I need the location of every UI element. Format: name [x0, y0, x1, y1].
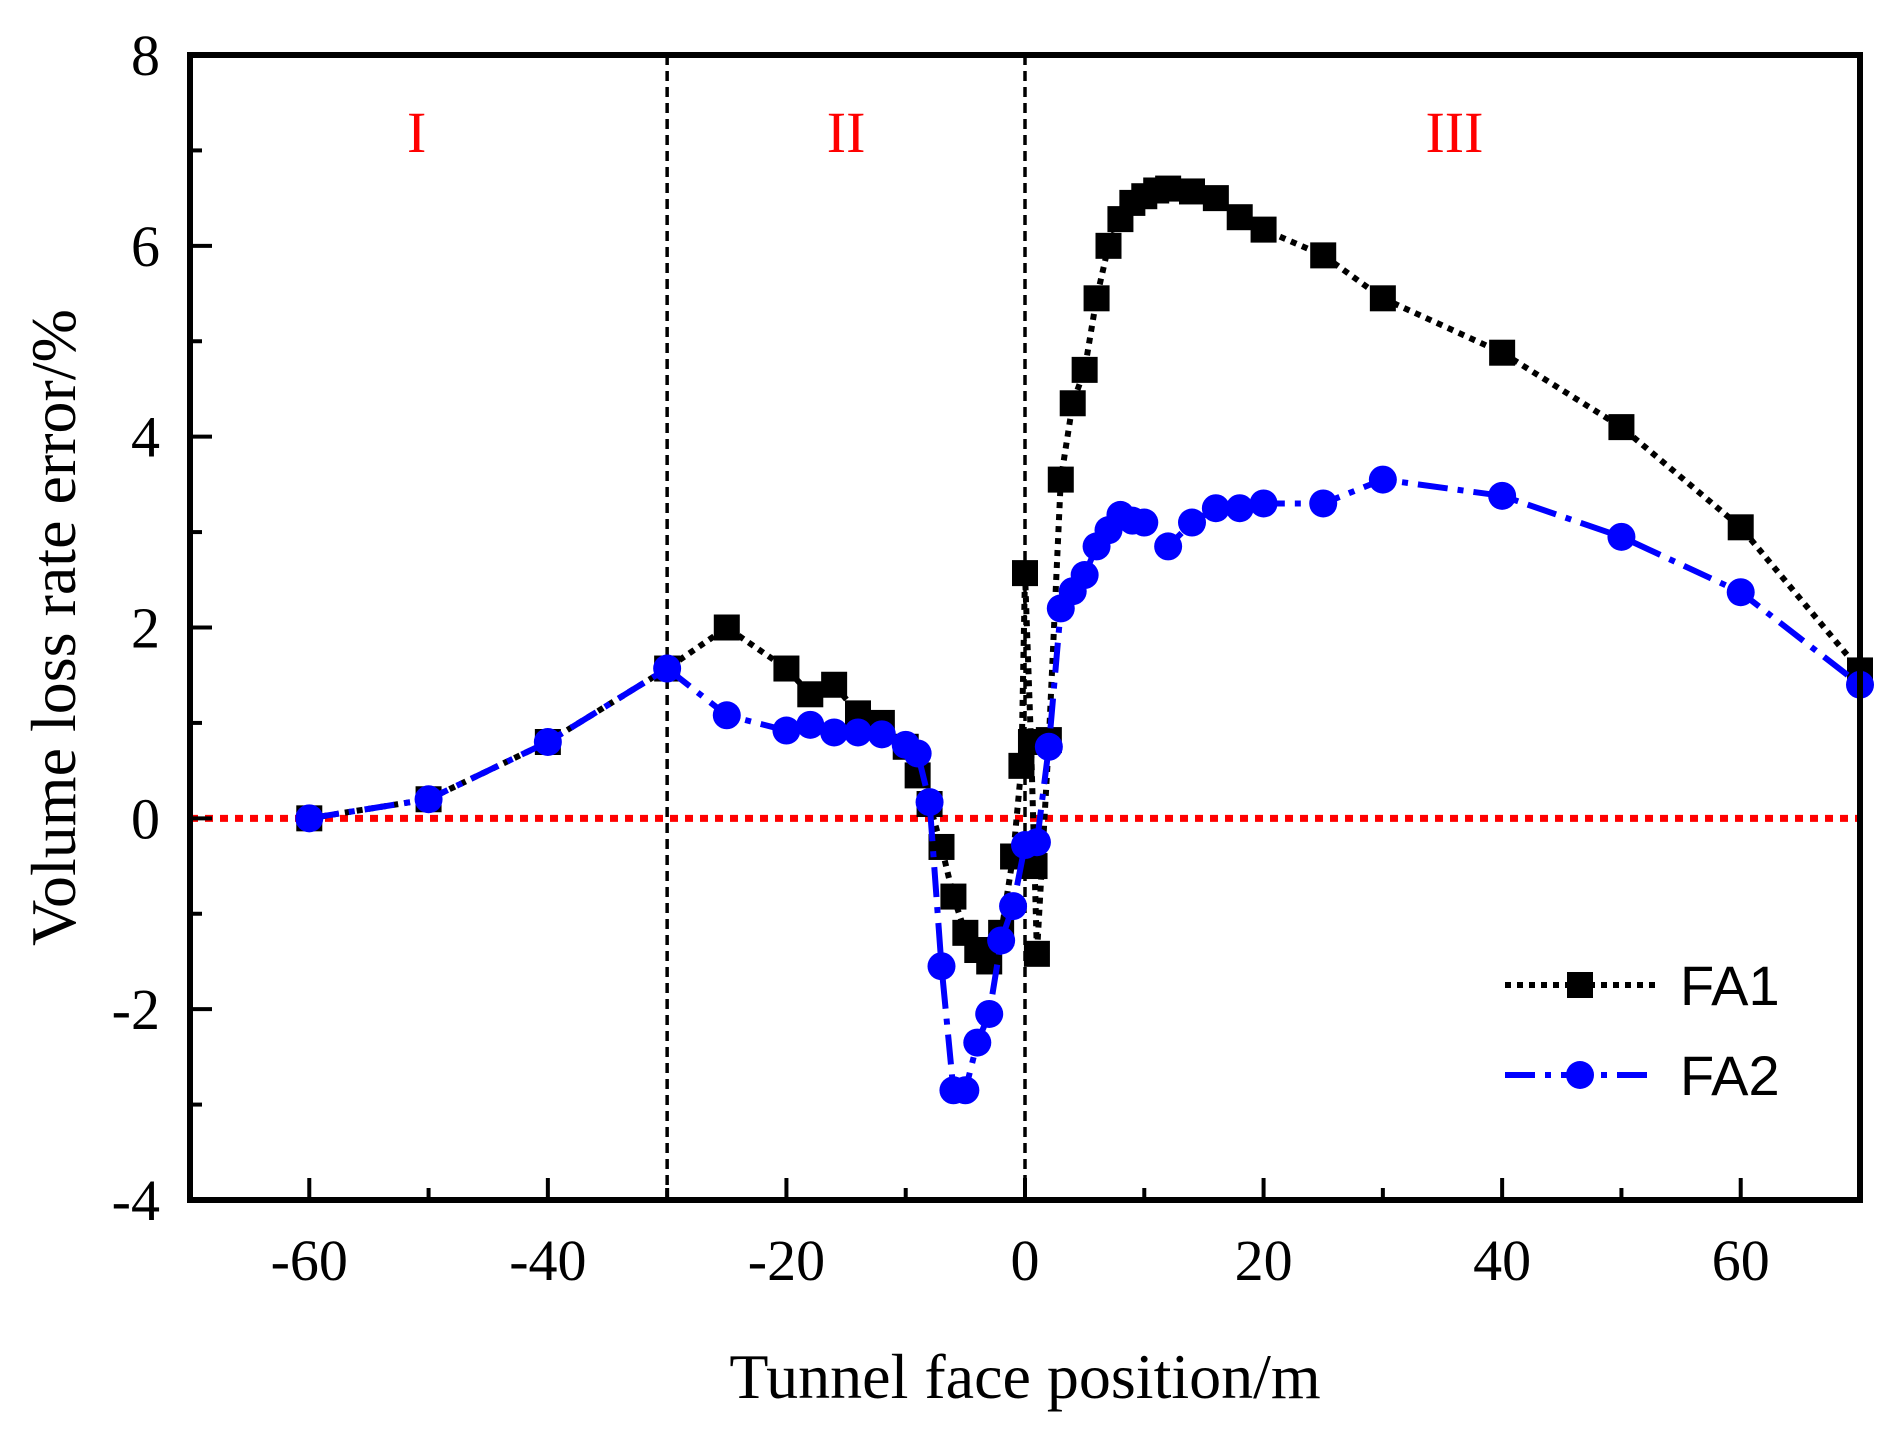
data-point-fa1 — [1095, 232, 1122, 259]
plot-border — [187, 52, 1863, 1203]
data-point-fa2 — [975, 999, 1004, 1028]
data-point-fa2 — [1368, 465, 1397, 494]
legend-label-fa1: FA1 — [1680, 954, 1780, 1017]
data-point-fa2 — [1225, 494, 1254, 523]
x-tick-label: -20 — [748, 1228, 825, 1293]
y-tick-label: 0 — [131, 786, 160, 851]
x-axis-title: Tunnel face position/m — [729, 1341, 1320, 1412]
y-tick-label: -4 — [112, 1168, 160, 1233]
x-tick-label: 0 — [1011, 1228, 1040, 1293]
data-point-fa1 — [1179, 178, 1205, 205]
data-point-fa1 — [797, 681, 824, 708]
data-point-fa2 — [796, 710, 825, 739]
data-point-fa1 — [1155, 175, 1182, 202]
data-point-fa1 — [821, 671, 848, 698]
region-label: II — [827, 100, 866, 165]
data-point-fa1 — [1226, 204, 1253, 231]
x-tick-label: -40 — [509, 1228, 586, 1293]
data-point-fa1 — [1012, 560, 1038, 587]
data-point-fa1 — [1310, 242, 1337, 269]
data-point-fa1 — [713, 614, 740, 641]
data-point-fa2 — [1607, 522, 1636, 551]
data-point-fa1 — [1202, 185, 1229, 212]
data-point-fa1 — [1047, 466, 1074, 493]
data-point-fa2 — [915, 788, 944, 817]
region-label: I — [407, 100, 426, 165]
data-point-fa2 — [820, 718, 849, 747]
y-axis-title: Volume loss rate error/% — [18, 309, 89, 946]
data-point-fa2 — [295, 804, 324, 833]
data-point-fa2 — [1178, 508, 1206, 537]
region-labels: I II III — [407, 100, 1483, 165]
x-tick-label: 60 — [1712, 1228, 1770, 1293]
legend-marker-fa1 — [1567, 972, 1593, 998]
data-point-fa1 — [1250, 216, 1277, 243]
x-axis-ticks: -60 -40 -20 0 20 40 60 — [188, 1178, 1862, 1293]
data-point-fa1 — [1083, 285, 1110, 312]
data-point-fa2 — [963, 1028, 992, 1057]
data-point-fa2 — [414, 785, 443, 814]
series-group — [295, 175, 1874, 1105]
legend-label-fa2: FA2 — [1680, 1044, 1780, 1107]
data-point-fa2 — [1070, 561, 1099, 590]
data-point-fa1 — [773, 655, 800, 682]
y-axis-ticks: -4 -2 0 2 4 6 8 — [112, 23, 212, 1233]
plot-frame — [187, 52, 1863, 1203]
y-tick-label: 4 — [131, 405, 160, 470]
legend-marker-fa2 — [1566, 1061, 1594, 1089]
data-point-fa2 — [987, 926, 1016, 955]
data-point-fa2 — [903, 739, 932, 768]
data-point-fa2 — [1201, 494, 1230, 523]
x-tick-label: 20 — [1235, 1228, 1293, 1293]
data-point-fa2 — [1249, 489, 1278, 518]
y-tick-label: 2 — [131, 596, 160, 661]
data-point-fa1 — [1023, 940, 1050, 967]
data-point-fa2 — [1022, 828, 1051, 857]
data-point-fa2 — [1488, 481, 1517, 510]
x-tick-label: 40 — [1473, 1228, 1531, 1293]
data-point-fa1 — [1071, 356, 1098, 383]
data-point-fa2 — [951, 1076, 980, 1105]
data-point-fa1 — [1059, 390, 1086, 417]
data-point-fa1 — [940, 883, 967, 910]
data-point-fa1 — [1369, 285, 1396, 312]
data-point-fa1 — [1727, 514, 1754, 541]
data-point-fa2 — [867, 720, 896, 749]
data-point-fa2 — [712, 701, 741, 730]
data-point-fa2 — [1154, 532, 1183, 561]
y-tick-label: 8 — [131, 23, 160, 88]
data-point-fa2 — [1726, 578, 1755, 607]
data-point-fa2 — [533, 728, 562, 756]
data-point-fa1 — [1489, 339, 1516, 366]
data-point-fa1 — [1008, 752, 1035, 779]
data-point-fa2 — [1034, 732, 1063, 761]
data-point-fa2 — [927, 952, 956, 981]
y-tick-label: -2 — [112, 977, 160, 1042]
data-point-fa2 — [1130, 508, 1159, 537]
x-tick-label: -60 — [271, 1228, 348, 1293]
y-tick-label: 6 — [131, 214, 160, 279]
data-point-fa2 — [844, 718, 872, 747]
data-point-fa2 — [1309, 489, 1338, 518]
data-point-fa2 — [999, 892, 1028, 921]
data-point-fa2 — [772, 716, 801, 745]
data-point-fa2 — [653, 654, 682, 683]
region-label: III — [1425, 100, 1483, 165]
data-point-fa1 — [1608, 414, 1635, 441]
